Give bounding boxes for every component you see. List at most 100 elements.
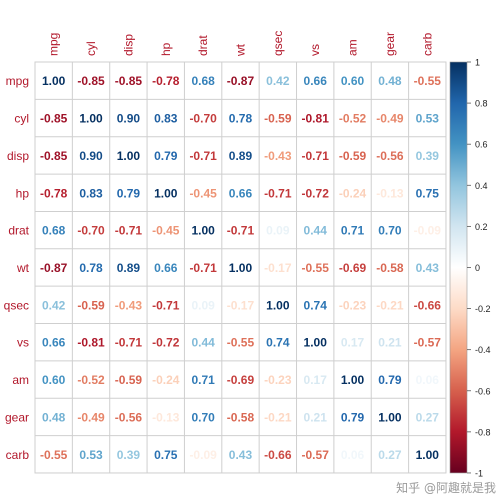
cell-value-vs-vs: 1.00 <box>304 336 328 350</box>
cell-value-mpg-wt: -0.87 <box>227 74 255 88</box>
cell-value-qsec-drat: 0.09 <box>191 298 215 312</box>
colorbar-tick-label: -0.2 <box>475 304 491 314</box>
cell-value-vs-cyl: -0.81 <box>77 336 105 350</box>
cell-value-disp-gear: -0.56 <box>376 149 404 163</box>
cell-value-am-vs: 0.17 <box>304 373 328 387</box>
colorbar-gradient <box>449 61 468 474</box>
cell-value-disp-cyl: 0.90 <box>79 149 103 163</box>
cell-value-gear-mpg: 0.48 <box>42 410 66 424</box>
cell-value-hp-qsec: -0.71 <box>264 186 292 200</box>
cell-value-carb-hp: 0.75 <box>154 448 178 462</box>
row-label-wt: wt <box>16 261 30 275</box>
cell-value-qsec-wt: -0.17 <box>227 298 255 312</box>
cell-value-hp-carb: 0.75 <box>416 186 440 200</box>
cell-value-qsec-disp: -0.43 <box>115 298 143 312</box>
cell-value-wt-drat: -0.71 <box>189 261 217 275</box>
row-label-carb: carb <box>6 448 30 462</box>
cell-value-disp-qsec: -0.43 <box>264 149 292 163</box>
cell-value-cyl-vs: -0.81 <box>302 112 330 126</box>
cell-value-cyl-hp: 0.83 <box>154 112 178 126</box>
column-label-hp: hp <box>159 42 173 56</box>
row-label-gear: gear <box>5 410 29 424</box>
cell-value-am-cyl: -0.52 <box>77 373 105 387</box>
cell-value-am-carb: 0.06 <box>416 373 440 387</box>
column-label-am: am <box>346 39 360 56</box>
cell-value-wt-am: -0.69 <box>339 261 367 275</box>
cell-value-mpg-mpg: 1.00 <box>42 74 66 88</box>
cell-value-hp-wt: 0.66 <box>229 186 253 200</box>
cell-value-cyl-am: -0.52 <box>339 112 367 126</box>
cell-value-drat-disp: -0.71 <box>115 224 143 238</box>
column-label-qsec: qsec <box>271 31 285 56</box>
cell-value-am-disp: -0.59 <box>115 373 143 387</box>
cell-value-cyl-wt: 0.78 <box>229 112 253 126</box>
cell-value-wt-mpg: -0.87 <box>40 261 68 275</box>
column-label-gear: gear <box>383 32 397 56</box>
cell-value-hp-am: -0.24 <box>339 186 367 200</box>
cell-value-mpg-vs: 0.66 <box>304 74 328 88</box>
colorbar-tick-label: 0.4 <box>475 181 488 191</box>
cell-value-wt-gear: -0.58 <box>376 261 404 275</box>
cell-value-vs-am: 0.17 <box>341 336 365 350</box>
cell-value-am-am: 1.00 <box>341 373 365 387</box>
cell-value-disp-disp: 1.00 <box>117 149 141 163</box>
column-label-disp: disp <box>121 34 135 56</box>
colorbar: 1 0.8 0.6 0.4 0.2 0 -0.2 -0.4 -0.6 -0.8 -1 <box>449 58 491 478</box>
cell-value-hp-hp: 1.00 <box>154 186 178 200</box>
column-label-carb: carb <box>420 32 434 56</box>
cell-value-wt-vs: -0.55 <box>302 261 330 275</box>
colorbar-tick-label: 0.2 <box>475 222 488 232</box>
cell-value-carb-cyl: 0.53 <box>79 448 103 462</box>
row-label-hp: hp <box>16 186 30 200</box>
cell-value-am-mpg: 0.60 <box>42 373 66 387</box>
cell-value-mpg-disp: -0.85 <box>115 74 143 88</box>
cell-value-qsec-hp: -0.71 <box>152 298 180 312</box>
row-label-disp: disp <box>7 149 29 163</box>
cell-value-vs-drat: 0.44 <box>191 336 215 350</box>
row-label-mpg: mpg <box>6 74 29 88</box>
cell-value-drat-qsec: 0.09 <box>266 224 290 238</box>
row-label-vs: vs <box>17 336 29 350</box>
cell-value-mpg-qsec: 0.42 <box>266 74 290 88</box>
colorbar-tick-label: 0 <box>475 263 480 273</box>
cell-value-qsec-am: -0.23 <box>339 298 367 312</box>
cell-value-qsec-carb: -0.66 <box>414 298 442 312</box>
cell-value-disp-vs: -0.71 <box>302 149 330 163</box>
cell-value-mpg-am: 0.60 <box>341 74 365 88</box>
cell-value-disp-wt: 0.89 <box>229 149 253 163</box>
cell-value-hp-cyl: 0.83 <box>79 186 103 200</box>
cell-value-cyl-carb: 0.53 <box>416 112 440 126</box>
cell-value-carb-qsec: -0.66 <box>264 448 292 462</box>
cell-value-mpg-carb: -0.55 <box>414 74 442 88</box>
cell-value-disp-mpg: -0.85 <box>40 149 68 163</box>
colorbar-tick-label: 1 <box>475 58 480 68</box>
cell-value-gear-vs: 0.21 <box>304 410 328 424</box>
cell-value-mpg-gear: 0.48 <box>378 74 402 88</box>
column-label-wt: wt <box>233 43 247 57</box>
cell-value-cyl-qsec: -0.59 <box>264 112 292 126</box>
row-labels: mpg cyl disp hp drat wt qsec vs am gear carb <box>4 74 30 462</box>
cell-value-wt-disp: 0.89 <box>117 261 141 275</box>
cell-value-vs-mpg: 0.66 <box>42 336 66 350</box>
row-label-am: am <box>12 373 29 387</box>
cell-value-drat-vs: 0.44 <box>304 224 328 238</box>
cell-value-gear-drat: 0.70 <box>191 410 215 424</box>
colorbar-tick-label: 0.8 <box>475 99 488 109</box>
cell-value-gear-disp: -0.56 <box>115 410 143 424</box>
cell-value-cyl-mpg: -0.85 <box>40 112 68 126</box>
cell-value-am-wt: -0.69 <box>227 373 255 387</box>
cell-value-drat-wt: -0.71 <box>227 224 255 238</box>
cell-value-carb-am: 0.06 <box>341 448 365 462</box>
cell-value-drat-mpg: 0.68 <box>42 224 66 238</box>
cell-value-qsec-vs: 0.74 <box>304 298 328 312</box>
cell-value-wt-qsec: -0.17 <box>264 261 292 275</box>
column-label-cyl: cyl <box>84 41 98 56</box>
grid-frame <box>34 61 447 474</box>
cell-value-drat-carb: -0.09 <box>414 224 442 238</box>
cell-value-carb-gear: 0.27 <box>378 448 402 462</box>
cell-value-gear-wt: -0.58 <box>227 410 255 424</box>
cell-value-carb-vs: -0.57 <box>302 448 330 462</box>
cell-value-gear-carb: 0.27 <box>416 410 440 424</box>
row-label-cyl: cyl <box>14 112 29 126</box>
